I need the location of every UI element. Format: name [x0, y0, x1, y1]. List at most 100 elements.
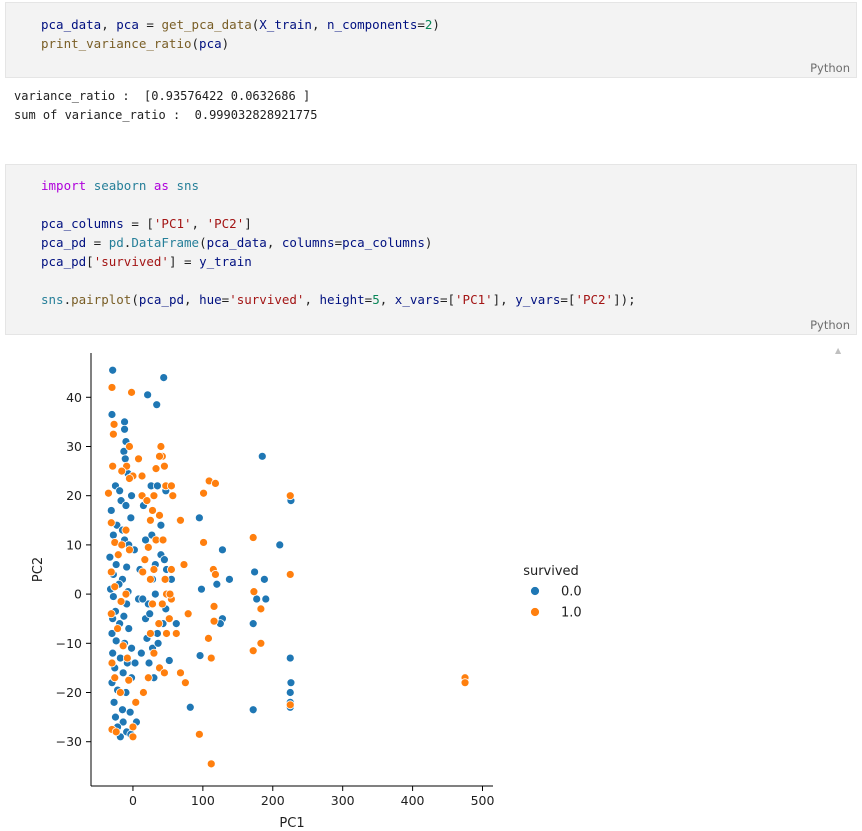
code-cell-1[interactable]: pca_data, pca = get_pca_data(X_train, n_… [5, 2, 857, 78]
scatter-point-survived-1.0 [106, 609, 116, 619]
scatter-point-survived-1.0 [248, 646, 258, 656]
scatter-point-survived-1.0 [131, 697, 141, 707]
scroll-up-icon[interactable]: ▲ [835, 346, 842, 355]
scatter-point-survived-1.0 [111, 727, 121, 737]
scatter-point-survived-0.0 [106, 506, 116, 515]
scatter-point-survived-1.0 [165, 589, 175, 599]
scatter-point-survived-0.0 [109, 697, 119, 707]
y-tick-label: 40 [66, 390, 82, 405]
cell-language-label[interactable]: Python [810, 318, 850, 332]
scatter-point-survived-1.0 [127, 387, 136, 397]
x-tick-label: 100 [191, 793, 215, 808]
scatter-point-survived-1.0 [157, 599, 167, 609]
scatter-point-survived-1.0 [160, 461, 169, 471]
scatter-point-survived-0.0 [127, 491, 136, 501]
code-line-dataframe[interactable]: pca_pd = pd.DataFrame(pca_data, columns=… [41, 235, 433, 250]
scatter-point-survived-1.0 [166, 481, 176, 491]
scatter-point-survived-1.0 [115, 688, 125, 697]
scatter-point-survived-0.0 [145, 609, 155, 619]
scatter-point-survived-1.0 [117, 540, 127, 550]
scatter-point-survived-1.0 [125, 474, 134, 483]
scatter-point-survived-1.0 [109, 419, 119, 429]
chart-points [104, 365, 470, 769]
y-tick-label: 10 [66, 537, 82, 552]
scatter-point-survived-1.0 [158, 535, 168, 545]
scatter-point-survived-1.0 [149, 648, 159, 658]
y-axis-label: PC2 [31, 557, 46, 582]
scatter-point-survived-1.0 [121, 589, 131, 599]
scatter-point-survived-0.0 [259, 574, 269, 584]
scatter-point-survived-0.0 [212, 579, 222, 589]
scatter-point-survived-1.0 [151, 464, 161, 474]
scatter-point-survived-1.0 [206, 653, 216, 663]
output-line-2: sum of variance_ratio : 0.99903282892177… [14, 108, 318, 122]
legend-title: survived [523, 564, 579, 579]
scatter-point-survived-1.0 [117, 466, 127, 476]
cell-language-label[interactable]: Python [810, 61, 850, 75]
scatter-point-survived-1.0 [149, 491, 159, 501]
scatter-point-survived-0.0 [250, 567, 259, 577]
y-tick-label: −20 [56, 685, 82, 700]
scatter-point-survived-1.0 [104, 488, 113, 498]
code-line-import[interactable]: import seaborn as sns [41, 178, 200, 193]
scatter-point-survived-1.0 [248, 533, 258, 542]
x-tick-label: 0 [129, 793, 137, 808]
scatter-point-survived-0.0 [136, 648, 146, 658]
y-tick-label: 20 [66, 488, 82, 503]
scatter-point-survived-1.0 [124, 675, 134, 685]
code-cell-2[interactable]: import seaborn as sns pca_columns = ['PC… [5, 164, 857, 335]
scatter-point-survived-1.0 [154, 619, 164, 629]
scatter-point-survived-1.0 [113, 550, 123, 560]
scatter-point-survived-1.0 [211, 570, 220, 579]
scatter-point-survived-1.0 [199, 538, 208, 547]
scatter-point-survived-0.0 [107, 410, 117, 419]
scatter-point-survived-0.0 [285, 653, 295, 663]
legend-marker-1.0 [530, 607, 540, 617]
scatter-point-survived-1.0 [176, 515, 185, 525]
scatter-point-survived-1.0 [121, 525, 131, 535]
scatter-point-survived-0.0 [152, 400, 162, 410]
scatter-point-survived-1.0 [460, 678, 470, 688]
scatter-point-survived-0.0 [126, 513, 136, 523]
code-line-2[interactable]: print_variance_ratio(pca) [41, 36, 230, 51]
scatter-point-survived-1.0 [108, 461, 118, 471]
scatter-point-survived-0.0 [156, 520, 166, 530]
scatter-point-survived-0.0 [141, 535, 150, 545]
scatter-point-survived-0.0 [120, 424, 129, 434]
scatter-point-survived-1.0 [118, 641, 128, 651]
code-line-survived[interactable]: pca_pd['survived'] = y_train [41, 254, 252, 269]
scatter-point-survived-1.0 [156, 442, 166, 451]
scatter-point-survived-0.0 [105, 552, 115, 562]
scatter-point-survived-1.0 [285, 570, 295, 579]
y-tick-label: −10 [56, 636, 82, 651]
chart-legend: survived 0.0 1.0 [523, 564, 581, 621]
scatter-point-survived-0.0 [120, 417, 129, 427]
scatter-point-survived-0.0 [111, 712, 120, 722]
scatter-point-survived-0.0 [153, 638, 163, 648]
scatter-point-survived-0.0 [124, 624, 134, 633]
scatter-point-survived-1.0 [209, 602, 219, 611]
scatter-point-survived-1.0 [160, 668, 169, 678]
code-line-pairplot[interactable]: sns.pairplot(pca_pd, hue='survived', hei… [41, 292, 636, 307]
scatter-point-survived-1.0 [139, 688, 148, 697]
scatter-point-survived-1.0 [146, 515, 155, 525]
scatter-point-survived-1.0 [134, 454, 143, 464]
scatter-point-survived-1.0 [125, 442, 134, 451]
code-line-columns[interactable]: pca_columns = ['PC1', 'PC2'] [41, 216, 252, 231]
scatter-point-survived-0.0 [248, 705, 258, 715]
scatter-point-survived-1.0 [142, 496, 152, 506]
scatter-point-survived-0.0 [108, 530, 118, 540]
x-axis-label: PC1 [279, 816, 304, 831]
scatter-point-survived-1.0 [108, 429, 118, 439]
legend-label-1.0: 1.0 [561, 606, 582, 621]
scatter-point-survived-1.0 [128, 722, 138, 732]
scatter-point-survived-1.0 [211, 478, 220, 488]
scatter-point-survived-1.0 [143, 542, 153, 552]
scatter-point-survived-1.0 [116, 597, 126, 606]
code-line-1[interactable]: pca_data, pca = get_pca_data(X_train, n_… [41, 17, 440, 32]
scatter-point-survived-1.0 [285, 491, 295, 501]
scatter-point-survived-0.0 [118, 705, 127, 715]
scatter-point-survived-1.0 [107, 658, 117, 668]
scatter-point-survived-1.0 [176, 668, 185, 678]
scatter-point-survived-1.0 [106, 518, 116, 528]
